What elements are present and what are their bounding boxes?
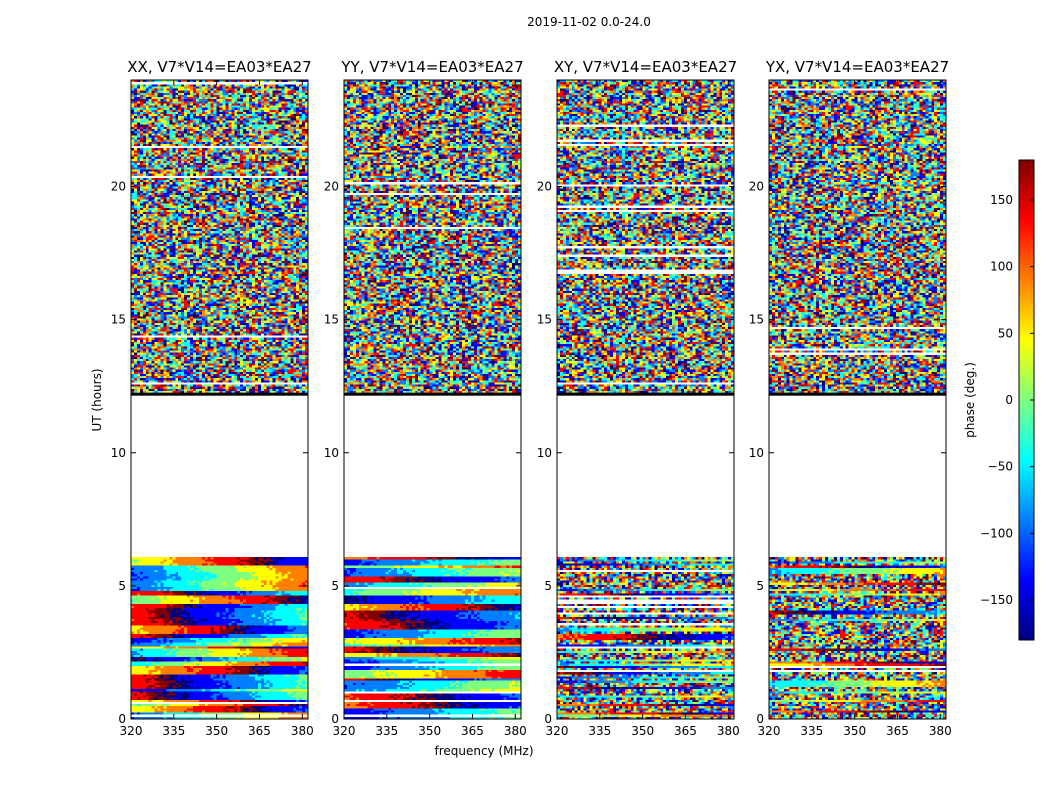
y-tick-label: 5 (118, 579, 126, 593)
plot-frame (768, 79, 947, 720)
x-tick-label: 350 (205, 724, 228, 738)
colorbar-tick-label: −50 (988, 460, 1013, 474)
colorbar-tick-label: 150 (990, 193, 1013, 207)
y-tick-label: 15 (324, 313, 339, 327)
colorbar-tick-label: 0 (1005, 393, 1013, 407)
y-tick-label: 15 (749, 313, 764, 327)
panel-1: XX, V7*V14=EA03*EA27 320 335 350 365 380 0 5 10 1… (111, 58, 314, 738)
x-tick-label: 380 (504, 724, 527, 738)
plot-frame (130, 79, 309, 720)
y-tick-label: 20 (111, 180, 126, 194)
panels: XX, V7*V14=EA03*EA27 320 335 350 365 380 0 5 10 1… (111, 58, 952, 738)
x-tick-label: 380 (717, 724, 740, 738)
heatmap-image (557, 80, 734, 719)
x-axis-label: frequency (MHz) (434, 744, 533, 758)
x-tick-label: 365 (248, 724, 271, 738)
y-tick-label: 0 (118, 712, 126, 726)
panel-2: YY, V7*V14=EA03*EA27 320 335 350 365 380 0 5 10 1… (324, 58, 527, 738)
x-tick-label: 320 (333, 724, 356, 738)
figure-suptitle: 2019-11-02 0.0-24.0 (527, 15, 651, 29)
y-tick-label: 5 (544, 579, 552, 593)
colorbar-tick-label: 50 (998, 326, 1013, 340)
colorbar-ticks: 150 100 50 0 −50 −100 −150 (980, 193, 1034, 607)
heatmap-image (344, 80, 521, 719)
y-tick-label: 5 (756, 579, 764, 593)
heatmap-image (769, 80, 946, 719)
y-tick-label: 10 (537, 446, 552, 460)
gap-edge-line (344, 392, 521, 396)
colorbar-tick-label: −150 (980, 593, 1013, 607)
x-tick-label: 350 (418, 724, 441, 738)
panel-title: XX, V7*V14=EA03*EA27 (127, 58, 311, 76)
x-tick-label: 335 (800, 724, 823, 738)
y-tick-label: 10 (111, 446, 126, 460)
panel-4: YX, V7*V14=EA03*EA27 320 335 350 365 380 0 5 10 1… (749, 58, 952, 738)
x-tick-label: 380 (291, 724, 314, 738)
panel-title: YY, V7*V14=EA03*EA27 (340, 58, 523, 76)
gap-edge-line (769, 392, 946, 396)
y-tick-label: 20 (749, 180, 764, 194)
x-tick-label: 350 (843, 724, 866, 738)
x-tick-label: 335 (162, 724, 185, 738)
gap-edge-line (131, 392, 308, 396)
x-tick-label: 365 (674, 724, 697, 738)
y-tick-label: 10 (749, 446, 764, 460)
x-tick-label: 335 (375, 724, 398, 738)
y-tick-label: 10 (324, 446, 339, 460)
panel-title: YX, V7*V14=EA03*EA27 (765, 58, 949, 76)
y-axis-label: UT (hours) (90, 368, 104, 431)
x-tick-label: 320 (120, 724, 143, 738)
x-tick-label: 365 (461, 724, 484, 738)
x-tick-label: 380 (929, 724, 952, 738)
heatmap-image (131, 80, 308, 719)
x-tick-label: 335 (588, 724, 611, 738)
plot-frame (556, 79, 735, 720)
plot-frame (343, 79, 522, 720)
y-tick-label: 0 (756, 712, 764, 726)
panel-3: XY, V7*V14=EA03*EA27 320 335 350 365 380 0 5 10 1… (537, 58, 740, 738)
x-tick-label: 320 (546, 724, 569, 738)
y-tick-label: 15 (537, 313, 552, 327)
colorbar: 150 100 50 0 −50 −100 −150 phase (deg.) (963, 159, 1035, 641)
y-tick-label: 20 (537, 180, 552, 194)
gap-edge-line (557, 392, 734, 396)
y-tick-label: 5 (331, 579, 339, 593)
colorbar-label: phase (deg.) (963, 362, 977, 438)
x-tick-label: 365 (886, 724, 909, 738)
colorbar-tick-label: 100 (990, 260, 1013, 274)
y-tick-label: 0 (331, 712, 339, 726)
colorbar-tick-label: −100 (980, 526, 1013, 540)
y-tick-label: 0 (544, 712, 552, 726)
x-tick-label: 320 (758, 724, 781, 738)
panel-title: XY, V7*V14=EA03*EA27 (554, 58, 737, 76)
x-tick-label: 350 (631, 724, 654, 738)
y-tick-label: 15 (111, 313, 126, 327)
y-tick-label: 20 (324, 180, 339, 194)
